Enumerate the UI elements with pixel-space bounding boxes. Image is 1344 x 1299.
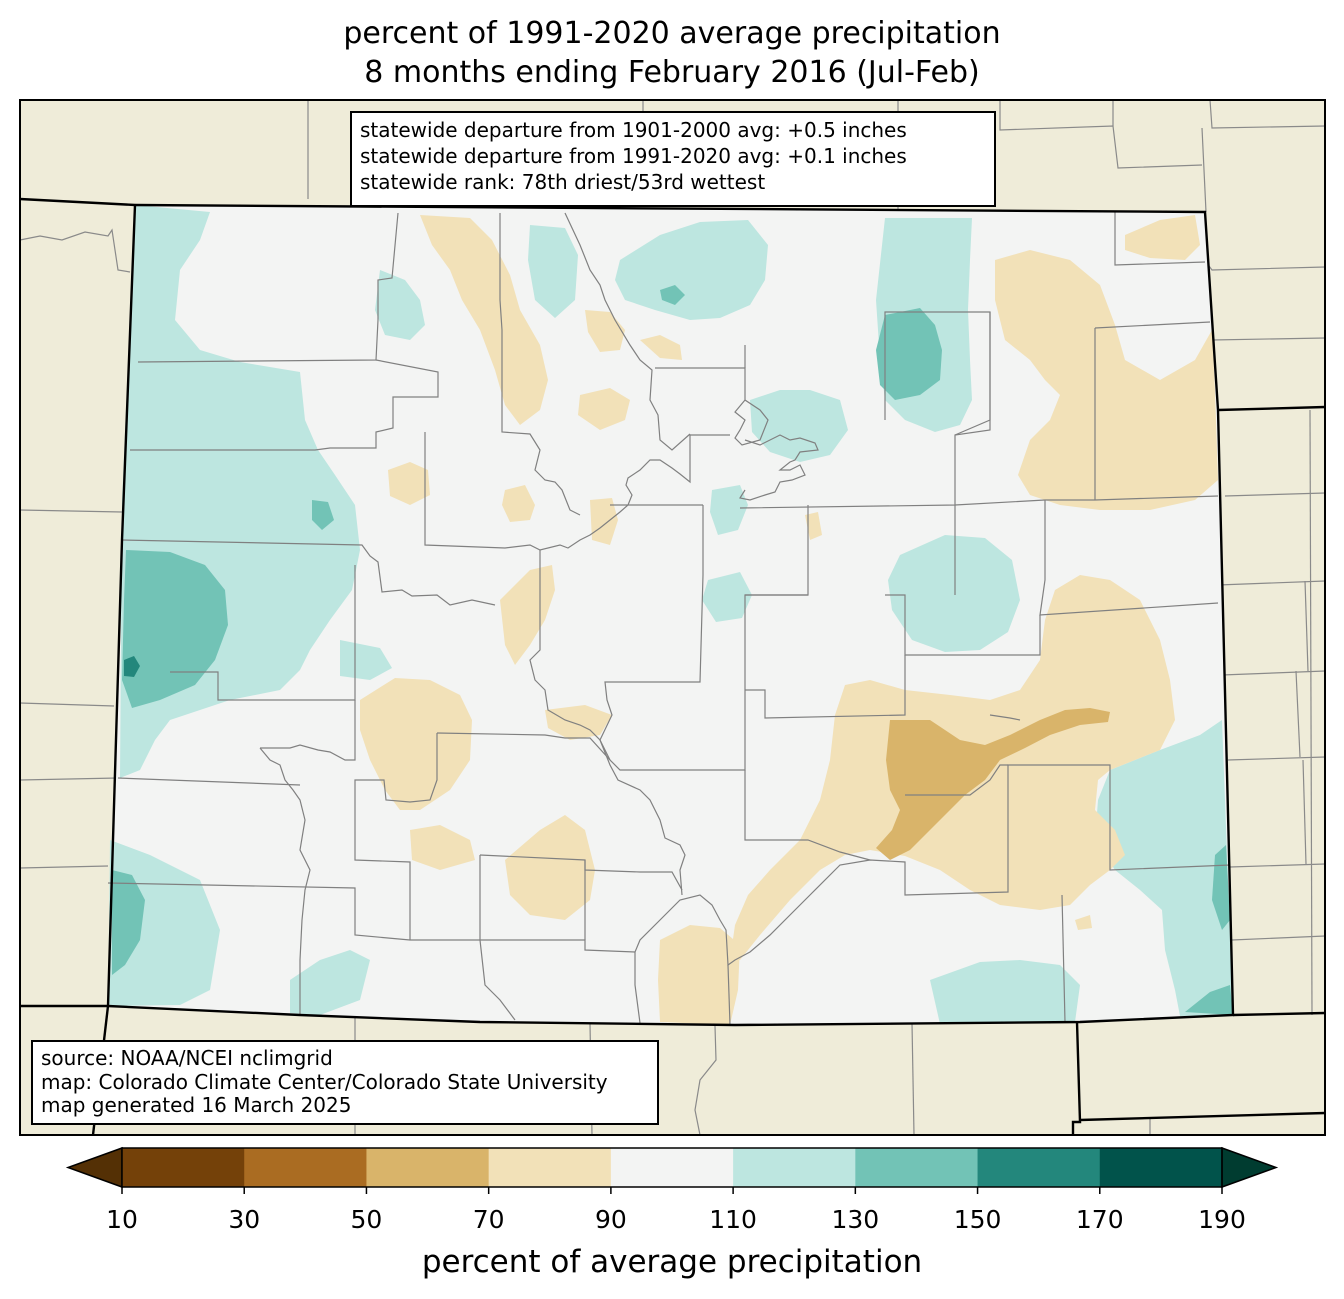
colorbar-outline: [121, 1147, 1223, 1188]
colorbar-segment: [244, 1148, 367, 1187]
colorbar-segment: [977, 1148, 1101, 1187]
source-box: source: NOAA/NCEI nclimgrid map: Colorad…: [31, 1040, 659, 1125]
precip-130-150-areas: [112, 285, 1233, 1015]
map-generated-line: map generated 16 March 2025: [41, 1093, 352, 1117]
stats-departure-1991-2020: statewide departure from 1991-2020 avg: …: [360, 144, 907, 168]
colorbar-segment: [610, 1148, 734, 1187]
map-frame: [19, 99, 1326, 1136]
colorbar-label: percent of average precipitation: [421, 1244, 923, 1280]
colorbar-tick-label: 130: [831, 1205, 880, 1234]
colorbar-segment: [366, 1148, 490, 1187]
colorbar-tick-label: 30: [228, 1205, 261, 1234]
colorbar-tick-label: 90: [594, 1205, 627, 1234]
precip-150-170-areas: [124, 656, 140, 677]
source-line: source: NOAA/NCEI nclimgrid: [41, 1046, 333, 1070]
colorbar-segment: [122, 1148, 245, 1187]
colorbar-extend-low: [65, 1146, 123, 1189]
colorbar-segment: [855, 1148, 979, 1187]
colorbar-tick-label: 10: [106, 1205, 138, 1234]
precip-50-70-areas: [876, 708, 1110, 860]
stats-departure-1901-2000: statewide departure from 1901-2000 avg: …: [360, 118, 907, 142]
statewide-stats-box: statewide departure from 1901-2000 avg: …: [350, 111, 996, 207]
colorbar-tick-label: 170: [1075, 1205, 1124, 1234]
map-title-line1: percent of 1991-2020 average precipitati…: [343, 16, 1001, 51]
colorbar-tick-label: 150: [953, 1205, 1002, 1234]
colorbar-tick-label: 110: [709, 1205, 757, 1234]
stats-rank: statewide rank: 78th driest/53rd wettest: [360, 170, 766, 194]
colorado-county-lines: [107, 212, 1231, 1026]
map-title-line2: 8 months ending February 2016 (Jul-Feb): [364, 55, 980, 90]
colorbar-tick-label: 70: [472, 1205, 505, 1234]
colorbar-tick-label: 50: [350, 1205, 383, 1234]
colorbar-segment: [1099, 1148, 1223, 1187]
map-credit-line: map: Colorado Climate Center/Colorado St…: [41, 1069, 608, 1094]
colorbar-tick-label: 190: [1198, 1205, 1246, 1234]
colorbar-segment: [488, 1148, 612, 1187]
colorbar-segment: [733, 1148, 856, 1187]
colorbar-extend-high: [1221, 1146, 1279, 1189]
